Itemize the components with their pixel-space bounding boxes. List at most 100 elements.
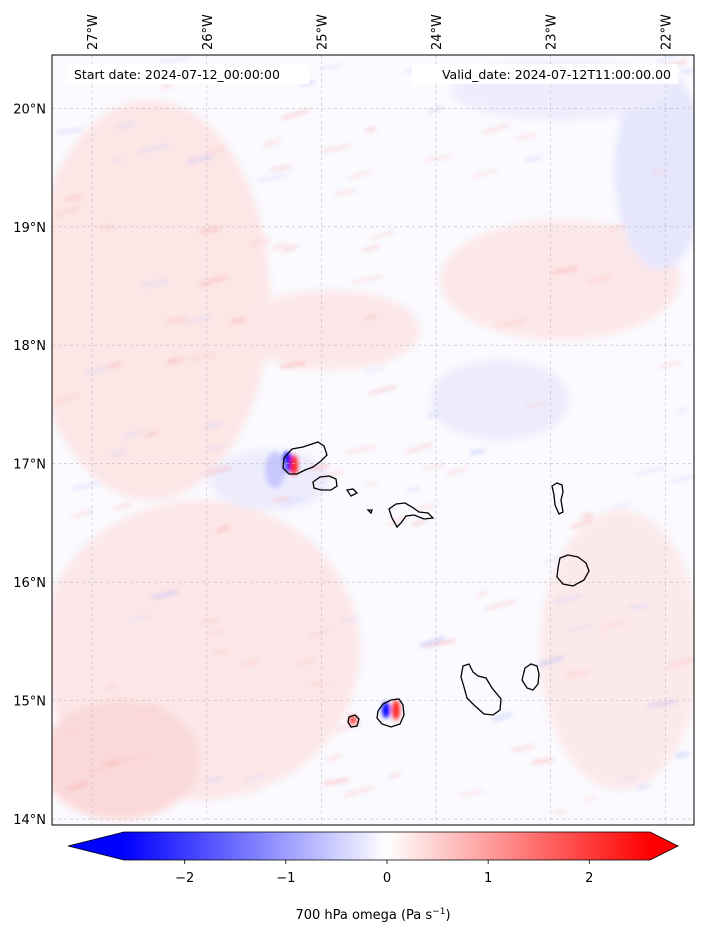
colorbar-extend-max [650,832,678,860]
omega-streak [511,744,535,753]
island-maio [521,663,540,691]
omega-streak [116,121,135,129]
longitude-tick-labels: 27°W 26°W 25°W 24°W 23°W 22°W [86,14,674,50]
omega-streak [370,230,395,240]
omega-streak [108,362,122,369]
omega-streak [199,275,227,287]
omega-streak [525,155,543,162]
omega-streak [210,628,224,636]
omega-streak [98,224,113,231]
omega-streak [272,496,290,502]
omega-streak [634,466,667,476]
omega-streak [552,266,579,274]
lat-tick-label: 19°N [13,221,46,236]
omega-streak [611,501,631,510]
omega-streak [186,315,212,324]
omega-streak [262,139,281,148]
island-branco [366,509,373,515]
omega-streak [321,143,352,154]
omega-streak [553,809,567,815]
island-santa-luzia [345,488,359,497]
omega-streak [651,168,668,176]
omega-streak [446,466,468,476]
omega-streak [417,503,436,510]
omega-streak [476,591,488,598]
omega-streak [326,754,341,762]
omega-streak [472,168,497,179]
colorbar-outline [67,831,679,861]
omega-streak [485,600,515,611]
omega-streak [365,127,377,133]
omega-streak [167,357,185,365]
omega-streak [271,242,289,251]
island-santo-antao [282,441,328,475]
lat-tick-label: 16°N [13,576,46,591]
omega-streak [106,683,119,690]
omega-streak [118,753,149,762]
omega-streak [491,712,512,721]
omega-streak [340,617,359,623]
omega-streak [209,146,227,155]
omega-streak [159,56,189,64]
omega-streak [671,474,694,484]
colorbar-extend-min [68,832,124,860]
omega-streak [423,639,456,648]
omega-streak [160,83,174,91]
lat-tick-label: 17°N [13,458,46,473]
omega-streak [282,245,298,252]
omega-streak [204,422,217,429]
island-santiago [460,663,502,716]
omega-streak [582,795,597,802]
omega-streak [85,763,116,775]
omega-streak [666,657,694,669]
omega-streak [516,133,537,140]
omega-streak [127,615,149,621]
omega-streak [335,720,362,733]
omega-streak [151,590,178,600]
lon-tick-label: 27°W [86,14,101,50]
island-brava [347,714,360,728]
omega-streak [67,781,89,791]
omega-streak [281,108,311,120]
island-sao-vicente [312,475,338,491]
omega-streak [659,361,681,369]
omega-streak [495,318,526,328]
omega-streak [647,699,678,708]
omega-streak [310,680,330,688]
omega-streak [387,516,408,526]
omega-streak [67,730,79,735]
omega-streak [412,519,426,526]
omega-streak [656,55,675,64]
omega-streak [334,189,356,196]
start-date-label: Start date: 2024-07-12_00:00:00 [74,67,280,82]
colorbar-tick-label: 1 [484,871,492,886]
omega-streak [57,128,82,134]
omega-streak [361,245,381,252]
omega-streak [628,603,649,610]
omega-streak [216,525,231,533]
omega-streak [230,317,247,324]
island-fogo [376,698,405,728]
lon-tick-label: 26°W [201,14,216,50]
omega-streak [83,366,110,375]
omega-streak [483,123,510,135]
lat-tick-label: 14°N [13,813,46,828]
omega-streak [257,173,288,183]
omega-streak [405,443,432,453]
omega-streak [319,470,345,480]
valid-label-box [412,64,678,84]
valid-date-label: Valid_date: 2024-07-12T11:00:00.00 [442,67,671,82]
omega-streak [206,466,232,475]
omega-streak [211,422,223,429]
lat-tick-label: 18°N [13,339,46,354]
omega-streak [349,169,372,180]
omega-streak [111,449,127,457]
island-sao-nicolau [388,502,435,529]
omega-streak [167,317,187,323]
omega-streak [345,445,376,455]
omega-streak [55,206,80,217]
omega-streak [470,448,486,455]
omega-streak [364,367,385,373]
latitude-tick-labels: 20°N 19°N 18°N 17°N 16°N 15°N 14°N [13,102,46,828]
omega-streak [205,776,223,783]
